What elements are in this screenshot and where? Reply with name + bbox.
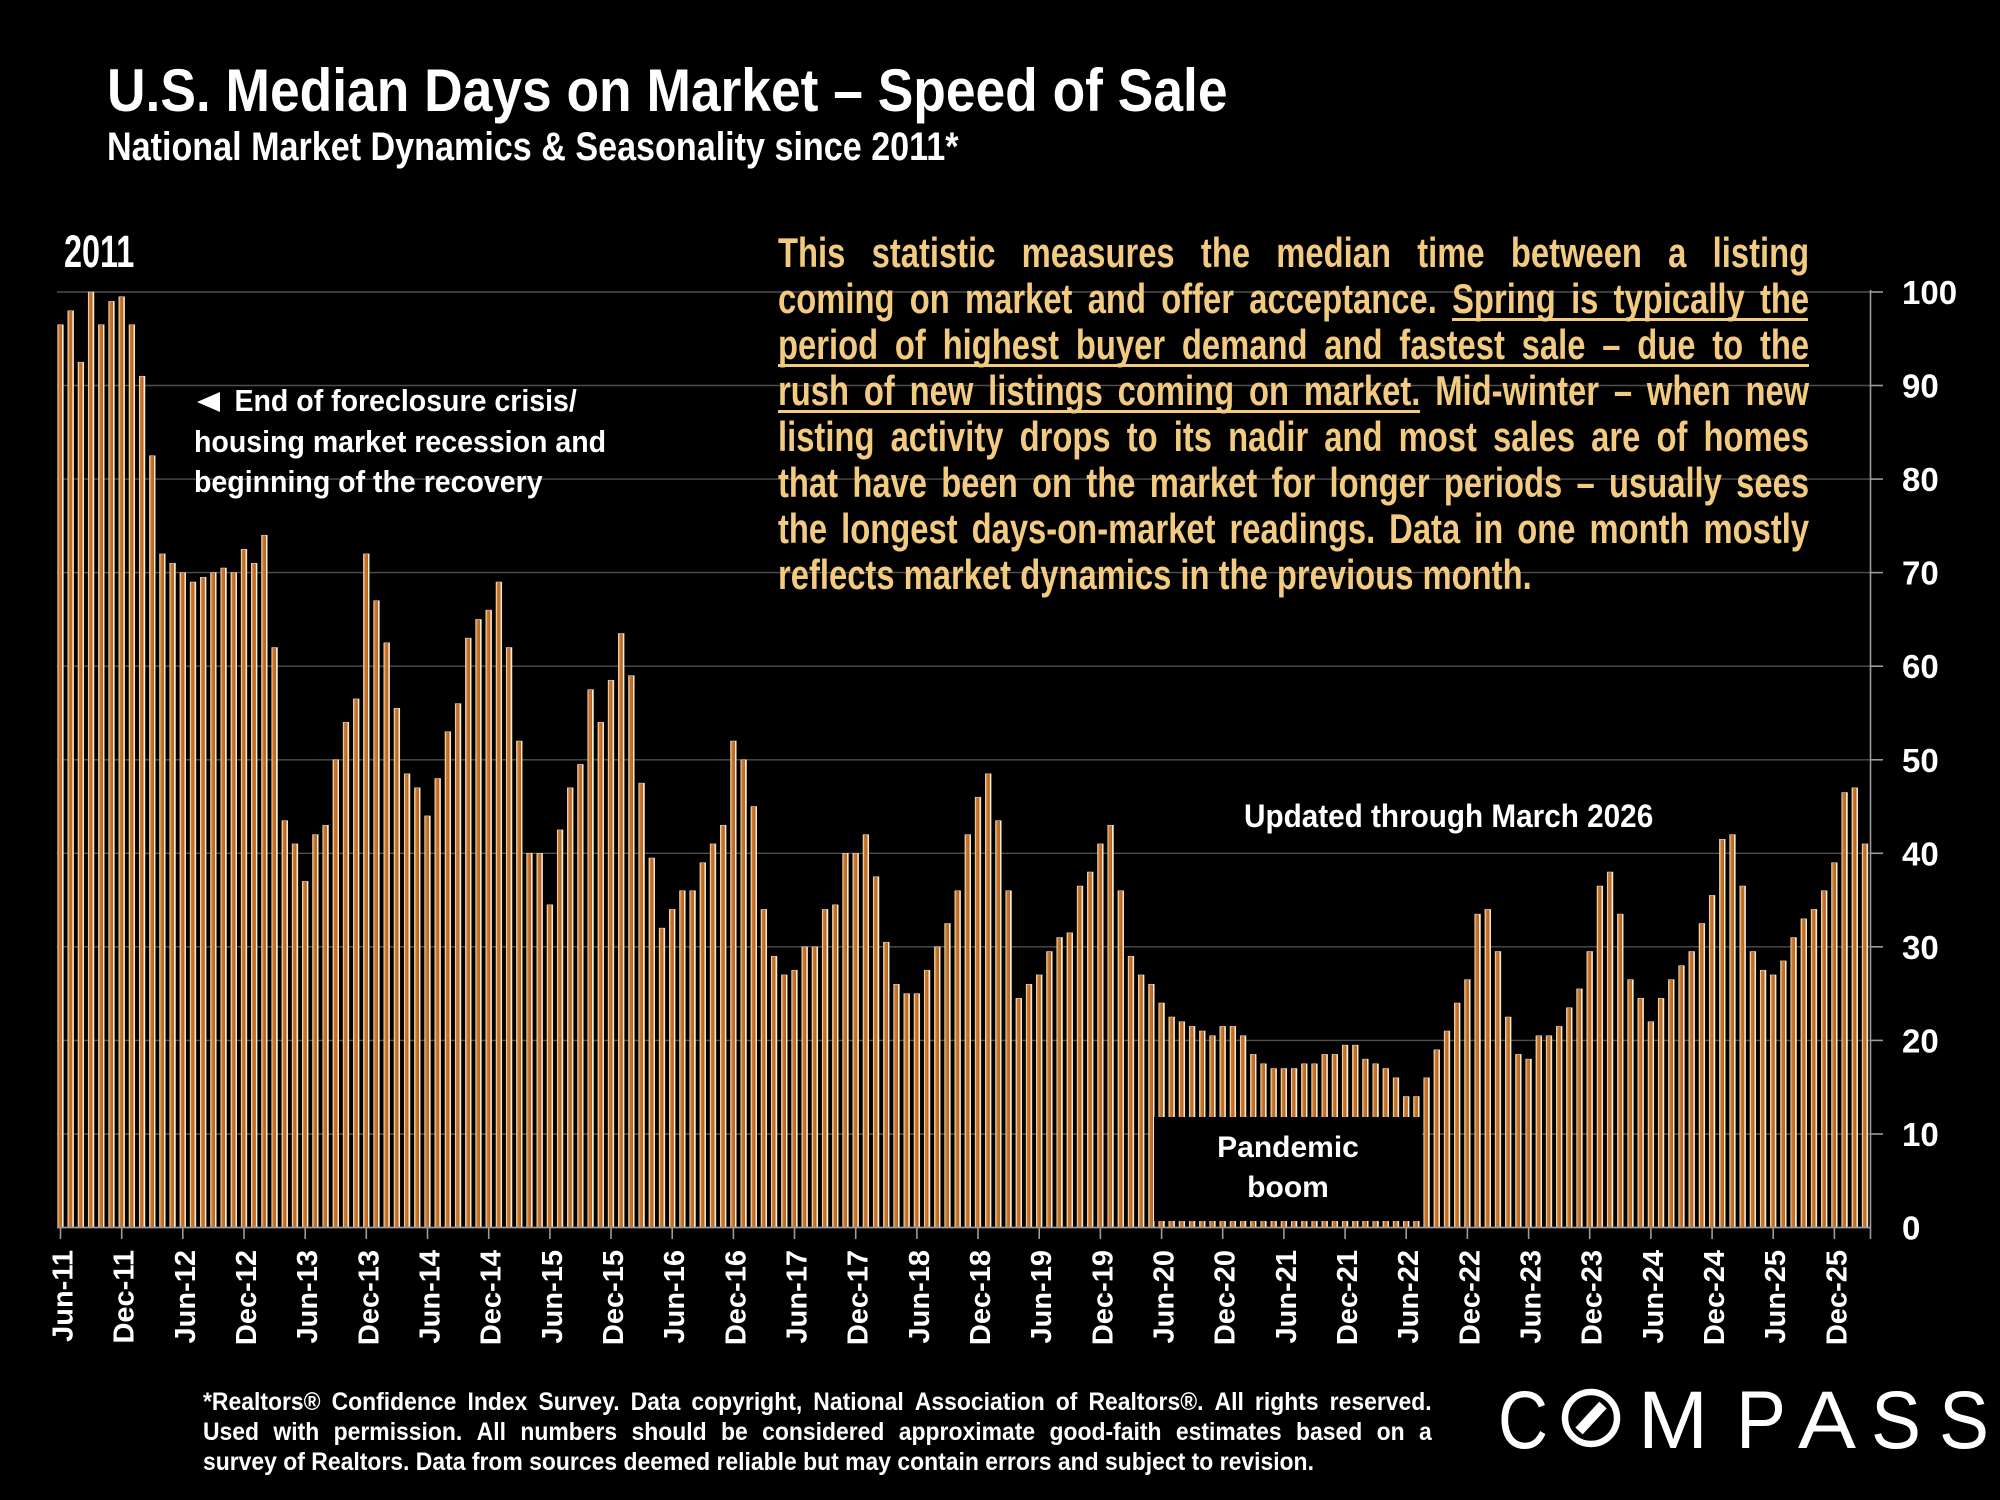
svg-text:Dec-13: Dec-13	[353, 1250, 385, 1345]
svg-text:Dec-21: Dec-21	[1332, 1250, 1364, 1345]
svg-text:P: P	[1736, 1380, 1786, 1466]
svg-text:Jun-18: Jun-18	[904, 1250, 936, 1343]
svg-text:Dec-17: Dec-17	[843, 1250, 875, 1345]
svg-text:Dec-11: Dec-11	[109, 1250, 141, 1344]
svg-text:Dec-25: Dec-25	[1821, 1250, 1853, 1345]
svg-text:Jun-17: Jun-17	[782, 1250, 814, 1343]
svg-text:Dec-23: Dec-23	[1577, 1250, 1609, 1345]
svg-text:40: 40	[1902, 835, 1939, 872]
svg-text:90: 90	[1902, 368, 1939, 405]
svg-text:Dec-16: Dec-16	[720, 1250, 752, 1345]
svg-text:80: 80	[1902, 461, 1939, 498]
svg-text:50: 50	[1902, 742, 1939, 779]
svg-text:Jun-23: Jun-23	[1516, 1250, 1548, 1343]
svg-text:10: 10	[1902, 1116, 1939, 1153]
svg-text:Dec-15: Dec-15	[598, 1250, 630, 1345]
svg-text:Jun-20: Jun-20	[1149, 1250, 1181, 1343]
svg-text:Jun-19: Jun-19	[1026, 1250, 1058, 1343]
svg-text:S: S	[1939, 1380, 1989, 1466]
svg-text:C: C	[1498, 1380, 1548, 1466]
svg-text:Jun-22: Jun-22	[1393, 1250, 1425, 1343]
svg-text:Jun-11: Jun-11	[48, 1250, 80, 1342]
svg-text:60: 60	[1902, 648, 1939, 685]
svg-text:Dec-20: Dec-20	[1210, 1250, 1242, 1345]
svg-text:Dec-19: Dec-19	[1087, 1250, 1119, 1345]
svg-text:70: 70	[1902, 555, 1939, 592]
svg-text:Jun-12: Jun-12	[170, 1250, 202, 1343]
svg-text:0: 0	[1902, 1210, 1920, 1247]
svg-text:Dec-12: Dec-12	[231, 1250, 263, 1345]
svg-text:Jun-15: Jun-15	[537, 1250, 569, 1343]
svg-text:Jun-14: Jun-14	[415, 1250, 447, 1343]
svg-text:M: M	[1638, 1380, 1708, 1466]
svg-text:20: 20	[1902, 1022, 1939, 1059]
svg-text:Jun-25: Jun-25	[1760, 1250, 1792, 1343]
svg-text:Jun-16: Jun-16	[659, 1250, 691, 1343]
svg-text:Jun-21: Jun-21	[1271, 1250, 1303, 1343]
svg-text:Dec-24: Dec-24	[1699, 1250, 1731, 1345]
svg-text:30: 30	[1902, 929, 1939, 966]
svg-text:S: S	[1871, 1380, 1921, 1466]
svg-text:Dec-18: Dec-18	[965, 1250, 997, 1345]
svg-text:Dec-14: Dec-14	[476, 1250, 508, 1345]
svg-text:100: 100	[1902, 274, 1957, 311]
svg-text:Dec-22: Dec-22	[1454, 1250, 1486, 1345]
svg-text:A: A	[1798, 1380, 1856, 1466]
svg-text:Jun-13: Jun-13	[292, 1250, 324, 1343]
svg-text:Jun-24: Jun-24	[1638, 1250, 1670, 1343]
